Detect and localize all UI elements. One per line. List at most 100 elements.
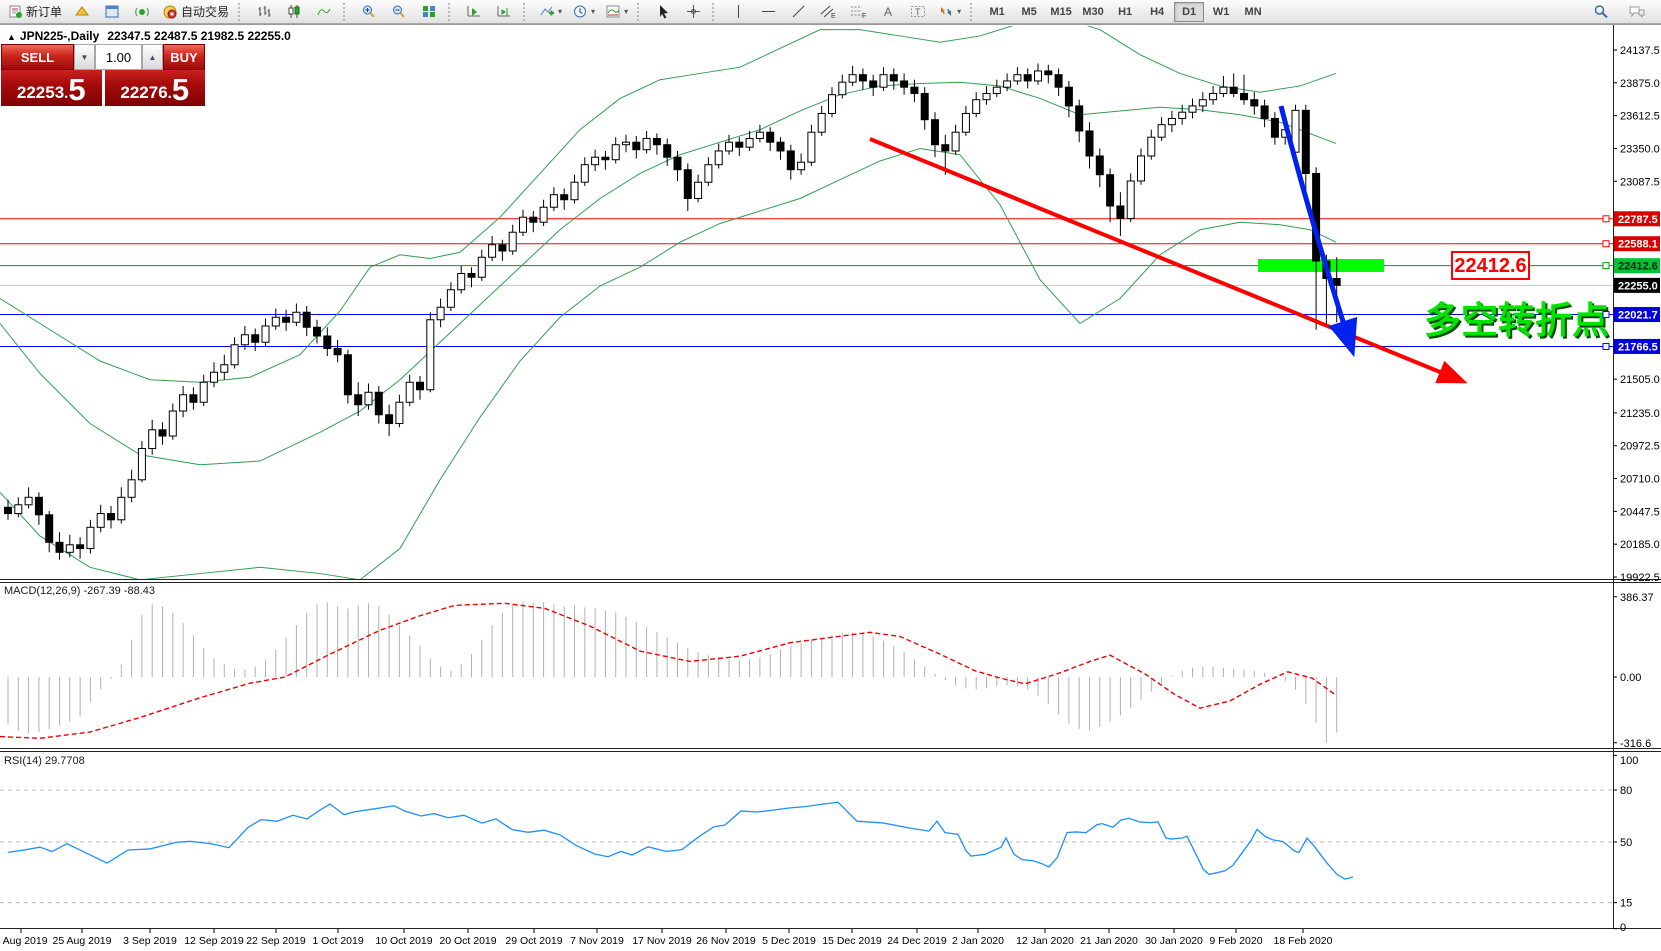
shapes-tool[interactable]: ▾ xyxy=(934,1,965,23)
tab-m5[interactable]: M5 xyxy=(1021,5,1037,18)
vertical-line-tool[interactable] xyxy=(724,1,752,23)
red-trend-arrow[interactable] xyxy=(869,137,1468,384)
horizontal-line-tool[interactable] xyxy=(754,1,782,23)
price-tick-label: 24137.5 xyxy=(1620,45,1660,57)
candle xyxy=(714,150,723,166)
tab-m15[interactable]: M15 xyxy=(1050,5,1072,18)
signals-button[interactable] xyxy=(128,1,156,23)
tab-m1[interactable]: M1 xyxy=(989,5,1005,18)
annotation-text[interactable]: 多空转折点 xyxy=(1424,300,1609,341)
rsi-axis-label: 15 xyxy=(1620,898,1632,910)
candle xyxy=(436,306,445,321)
candle xyxy=(148,429,157,450)
candle xyxy=(4,506,12,515)
crosshair-tool-button[interactable] xyxy=(679,1,707,23)
line-handle[interactable] xyxy=(1602,240,1610,248)
dropdown-caret: ▾ xyxy=(558,7,563,16)
date-tick-label: 22 Sep 2019 xyxy=(246,935,306,947)
candle xyxy=(1044,70,1053,76)
chart-shift-button[interactable] xyxy=(490,1,518,23)
candle xyxy=(117,496,126,521)
candle xyxy=(1178,111,1187,119)
price-axis: 24137.5 23875.0 23612.5 23350.0 23087.5 21505… xyxy=(1613,45,1660,584)
periods-button[interactable]: ▾ xyxy=(568,1,599,23)
auto-trading-button[interactable]: 自动交易 xyxy=(158,1,233,23)
line-handle[interactable] xyxy=(1602,262,1610,270)
toolbar-separator xyxy=(637,2,644,21)
volume-increase-button[interactable]: ▲ xyxy=(142,44,163,70)
candle xyxy=(313,326,321,337)
candle xyxy=(539,206,548,223)
sell-button[interactable]: SELL xyxy=(1,44,74,70)
label-tool[interactable]: T xyxy=(904,1,932,23)
tab-mn[interactable]: MN xyxy=(1244,5,1262,18)
candle xyxy=(1240,92,1248,101)
macd-panel[interactable]: 386.37 0.00 -316.6 MACD(12,26,9) -267.39 -8… xyxy=(0,585,1654,750)
candle xyxy=(982,92,991,101)
chat-button[interactable] xyxy=(1623,1,1651,23)
price-tick-label: 20185.0 xyxy=(1620,539,1660,551)
candle xyxy=(1054,74,1063,88)
templates-button[interactable]: ▾ xyxy=(601,1,632,23)
auto-trading-icon xyxy=(162,4,178,19)
rsi-line xyxy=(7,801,1354,880)
search-button[interactable] xyxy=(1587,1,1615,23)
zoom-out-button[interactable] xyxy=(385,1,413,23)
sell-price-dot: . xyxy=(64,85,69,102)
candle xyxy=(879,74,888,88)
candle xyxy=(848,74,857,83)
fibonacci-tool[interactable]: F xyxy=(844,1,872,23)
line-handle[interactable] xyxy=(1602,311,1610,319)
date-tick-label: 17 Nov 2019 xyxy=(632,935,692,947)
new-order-button[interactable]: 新订单 xyxy=(4,1,66,23)
price-tag-box[interactable] xyxy=(1451,251,1530,280)
tile-windows-button[interactable] xyxy=(415,1,443,23)
book-icon xyxy=(74,4,90,19)
tab-m30[interactable]: M30 xyxy=(1082,5,1104,18)
buy-button[interactable]: BUY xyxy=(163,44,205,70)
data-window-button[interactable] xyxy=(98,1,126,23)
candle xyxy=(1095,155,1104,176)
volume-decrease-button[interactable]: ▼ xyxy=(74,44,95,70)
line-chart-button[interactable] xyxy=(310,1,338,23)
sell-price-int: 22253 xyxy=(16,83,65,102)
candle xyxy=(354,394,363,406)
blue-trend-arrow[interactable] xyxy=(1278,105,1358,358)
auto-scroll-button[interactable] xyxy=(460,1,488,23)
channel-tool[interactable]: E xyxy=(814,1,842,23)
rsi-panel[interactable]: 100 80 50 15 0 RSI(14) 29.7708 xyxy=(0,754,1638,934)
candlestick-chart-button[interactable] xyxy=(280,1,308,23)
candle xyxy=(755,131,764,139)
bar-chart-button[interactable] xyxy=(250,1,278,23)
candle xyxy=(1260,105,1269,119)
buy-price[interactable]: 22276 . 5 xyxy=(104,70,205,106)
candle xyxy=(1270,117,1279,138)
candle xyxy=(972,99,981,114)
tab-w1[interactable]: W1 xyxy=(1212,5,1230,18)
trendline-tool[interactable] xyxy=(784,1,812,23)
candle xyxy=(745,137,754,148)
text-tool[interactable]: A xyxy=(874,1,902,23)
indicators-button[interactable]: ▾ xyxy=(535,1,566,23)
metaquotes-button[interactable] xyxy=(68,1,96,23)
candle xyxy=(96,513,105,528)
price-tick-label: 19922.5 xyxy=(1620,572,1660,584)
collapse-arrow-icon[interactable]: ▲ xyxy=(7,32,16,42)
support-zone-bar[interactable] xyxy=(1258,259,1384,272)
candle xyxy=(1219,86,1228,94)
volume-input[interactable]: 1.00 xyxy=(95,44,142,70)
sell-price[interactable]: 22253 . 5 xyxy=(1,70,102,106)
cursor-tool-button[interactable] xyxy=(649,1,677,23)
new-order-label: 新订单 xyxy=(26,5,63,19)
zoom-in-button[interactable] xyxy=(355,1,383,23)
tab-d1[interactable]: D1 xyxy=(1174,1,1205,22)
line-handle[interactable] xyxy=(1602,342,1610,350)
tab-h4[interactable]: H4 xyxy=(1150,5,1165,18)
buy-price-int: 22276 xyxy=(120,83,168,102)
candle xyxy=(776,141,785,152)
tab-h1[interactable]: H1 xyxy=(1118,5,1133,18)
line-handle[interactable] xyxy=(1602,215,1610,223)
